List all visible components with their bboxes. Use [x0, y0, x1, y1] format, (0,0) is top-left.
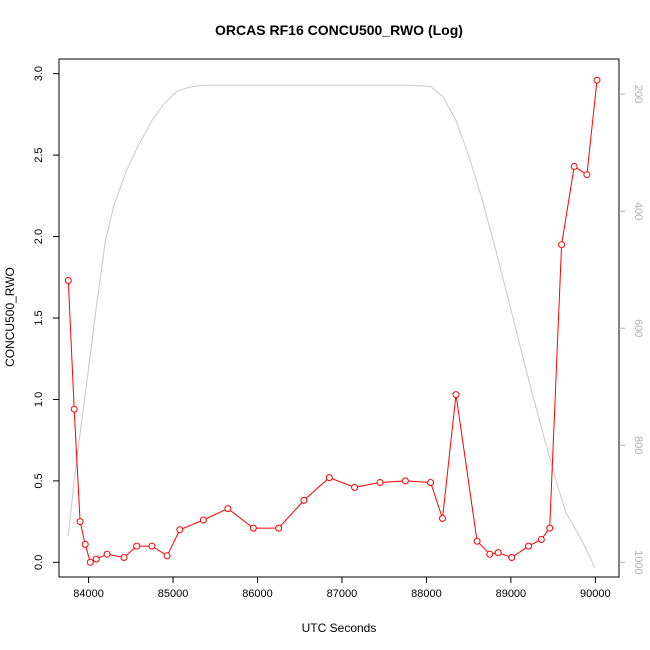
y2-axis: 200 400 600 800 1000: [619, 85, 644, 575]
x-axis: 84000 85000 86000 87000 88000 89000 90000: [73, 577, 611, 600]
data-point: [570, 163, 578, 170]
data-point: [64, 277, 72, 284]
data-point: [76, 518, 84, 526]
y-tick-label: 2.5: [33, 147, 45, 162]
y-axis: 0.0 0.5 1.0 1.5 2.0 2.5 3.0: [33, 66, 59, 570]
y-tick-label: 1.5: [33, 310, 45, 325]
data-point: [401, 477, 409, 485]
x-tick-label: 88000: [411, 588, 442, 600]
y2-tick-label: 800: [632, 436, 644, 454]
x-tick-label: 85000: [158, 588, 189, 600]
data-point: [70, 405, 78, 413]
data-point: [300, 496, 308, 504]
data-point: [525, 542, 533, 550]
data-point: [486, 550, 494, 558]
data-point: [494, 549, 502, 557]
chart-title: ORCAS RF16 CONCU500_RWO (Log): [215, 22, 463, 38]
data-point: [148, 542, 156, 550]
y-axis-label: CONCU500_RWO: [3, 267, 17, 367]
y2-tick-label: 200: [632, 85, 644, 103]
data-point: [199, 516, 207, 524]
data-point: [86, 558, 94, 566]
data-point: [163, 552, 171, 560]
x-tick-label: 87000: [327, 588, 358, 600]
altitude-line: [67, 84, 596, 569]
x-tick-label: 90000: [580, 588, 611, 600]
data-point: [120, 554, 128, 561]
x-tick-label: 86000: [242, 588, 273, 600]
x-tick-label: 89000: [496, 588, 527, 600]
data-point: [351, 483, 359, 491]
x-tick-label: 84000: [73, 588, 104, 600]
data-point: [133, 542, 141, 550]
data-point: [275, 524, 283, 532]
data-point: [176, 526, 184, 534]
data-point: [81, 540, 89, 548]
data-point: [558, 241, 566, 249]
y-tick-label: 0.0: [33, 555, 45, 570]
data-point: [439, 514, 446, 522]
data-point: [593, 76, 601, 84]
data-point: [92, 555, 100, 563]
y2-tick-label: 600: [632, 319, 644, 337]
data-point: [249, 524, 257, 532]
series-layer: [64, 76, 601, 569]
data-point: [103, 550, 111, 558]
y-tick-label: 0.5: [33, 473, 45, 488]
data-point: [546, 524, 554, 532]
y2-tick-label: 1000: [632, 550, 644, 574]
data-point: [452, 391, 460, 399]
data-point: [508, 554, 516, 561]
x-axis-label: UTC Seconds: [302, 621, 377, 635]
data-point: [325, 474, 333, 482]
data-point: [537, 536, 545, 543]
data-point: [376, 479, 384, 486]
data-point: [224, 505, 232, 513]
y-tick-label: 1.0: [33, 392, 45, 407]
data-point: [583, 171, 591, 179]
data-point: [427, 479, 435, 486]
concu500-line: [67, 80, 598, 564]
data-point: [473, 537, 481, 545]
y-tick-label: 3.0: [33, 66, 45, 81]
y2-tick-label: 400: [632, 202, 644, 220]
y-tick-label: 2.0: [33, 229, 45, 244]
